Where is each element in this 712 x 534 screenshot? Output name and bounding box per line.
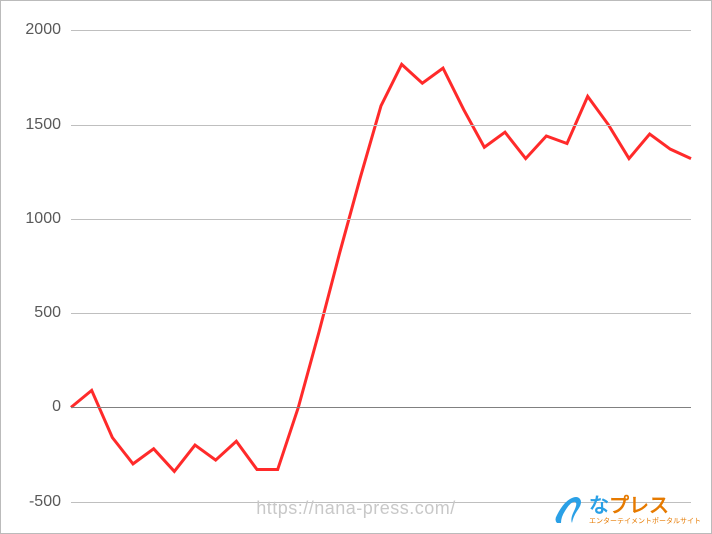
brand-sub-text: エンターテイメントポータルサイト	[589, 518, 701, 525]
ytick-label: 1000	[11, 210, 61, 228]
brand-text: なプレス エンターテイメントポータルサイト	[589, 496, 701, 525]
brand-rest: プレス	[609, 495, 669, 517]
ytick-label: 1500	[11, 116, 61, 134]
watermark-url: https://nana-press.com/	[256, 498, 456, 519]
gridline	[71, 125, 691, 126]
gridline	[71, 30, 691, 31]
brand-main-text: なプレス	[589, 496, 701, 516]
brand-mark-icon	[553, 493, 587, 527]
plot-area	[71, 21, 691, 511]
ytick-label: -500	[11, 493, 61, 511]
gridline	[71, 407, 691, 408]
gridline	[71, 313, 691, 314]
ytick-label: 500	[11, 304, 61, 322]
chart-frame: https://nana-press.com/ なプレス エンターテイメントポー…	[0, 0, 712, 534]
brand-logo: なプレス エンターテイメントポータルサイト	[553, 493, 701, 527]
chart-svg	[71, 21, 691, 511]
brand-na: な	[589, 495, 609, 517]
gridline	[71, 219, 691, 220]
brand-mark-path	[556, 497, 582, 523]
ytick-label: 0	[11, 398, 61, 416]
ytick-label: 2000	[11, 21, 61, 39]
